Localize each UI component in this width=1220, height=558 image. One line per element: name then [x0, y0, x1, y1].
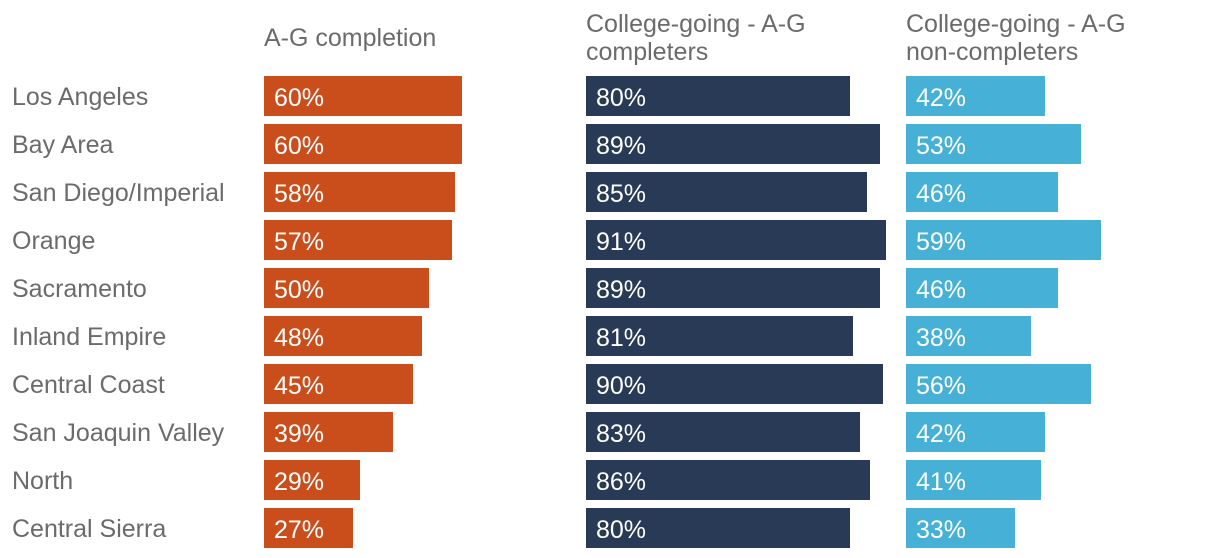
bar — [586, 316, 853, 356]
data-label: 39% — [274, 420, 324, 448]
data-label: 57% — [274, 228, 324, 256]
data-label: 89% — [596, 132, 646, 160]
bar — [264, 76, 462, 116]
category-label: Sacramento — [12, 275, 147, 303]
data-label: 41% — [916, 468, 966, 496]
bar — [264, 220, 452, 260]
bar — [264, 316, 422, 356]
data-label: 59% — [916, 228, 966, 256]
bar — [264, 460, 360, 500]
bar — [906, 316, 1031, 356]
data-label: 50% — [274, 276, 324, 304]
category-label: Central Coast — [12, 371, 165, 399]
data-label: 42% — [916, 84, 966, 112]
bar — [586, 172, 867, 212]
bar — [906, 412, 1045, 452]
category-label: Orange — [12, 227, 95, 255]
data-label: 38% — [916, 324, 966, 352]
bar — [264, 172, 455, 212]
data-label: 86% — [596, 468, 646, 496]
data-label: 29% — [274, 468, 324, 496]
data-label: 89% — [596, 276, 646, 304]
series-header: College-going - A-G — [586, 10, 806, 38]
category-label: North — [12, 467, 73, 495]
bar — [586, 508, 850, 548]
bar — [906, 460, 1041, 500]
bar — [586, 364, 883, 404]
bar — [906, 124, 1081, 164]
bar — [906, 172, 1058, 212]
data-label: 90% — [596, 372, 646, 400]
bar — [586, 412, 860, 452]
bar — [264, 508, 353, 548]
bar — [586, 460, 870, 500]
bar — [906, 268, 1058, 308]
category-label: San Diego/Imperial — [12, 179, 225, 207]
bar — [264, 364, 413, 404]
bar — [586, 268, 880, 308]
bar — [264, 124, 462, 164]
bar — [586, 124, 880, 164]
data-label: 60% — [274, 84, 324, 112]
bar — [906, 508, 1015, 548]
bar — [586, 220, 886, 260]
data-label: 80% — [596, 516, 646, 544]
data-label: 48% — [274, 324, 324, 352]
data-label: 27% — [274, 516, 324, 544]
series-header: College-going - A-G — [906, 10, 1126, 38]
bar — [906, 76, 1045, 116]
category-label: Central Sierra — [12, 515, 166, 543]
data-label: 80% — [596, 84, 646, 112]
category-label: Inland Empire — [12, 323, 166, 351]
data-label: 83% — [596, 420, 646, 448]
data-label: 60% — [274, 132, 324, 160]
series-header: A-G completion — [264, 24, 436, 52]
data-label: 33% — [916, 516, 966, 544]
category-label: Los Angeles — [12, 83, 148, 111]
data-label: 91% — [596, 228, 646, 256]
data-label: 46% — [916, 180, 966, 208]
series-header: non-completers — [906, 38, 1078, 66]
category-label: San Joaquin Valley — [12, 419, 225, 447]
data-label: 53% — [916, 132, 966, 160]
data-label: 45% — [274, 372, 324, 400]
bar — [264, 268, 429, 308]
data-label: 42% — [916, 420, 966, 448]
data-label: 81% — [596, 324, 646, 352]
series-header: completers — [586, 38, 708, 66]
bar — [906, 220, 1101, 260]
data-label: 46% — [916, 276, 966, 304]
category-label: Bay Area — [12, 131, 114, 159]
bar — [264, 412, 393, 452]
data-label: 58% — [274, 180, 324, 208]
data-label: 56% — [916, 372, 966, 400]
data-label: 85% — [596, 180, 646, 208]
bar — [586, 76, 850, 116]
bar — [906, 364, 1091, 404]
